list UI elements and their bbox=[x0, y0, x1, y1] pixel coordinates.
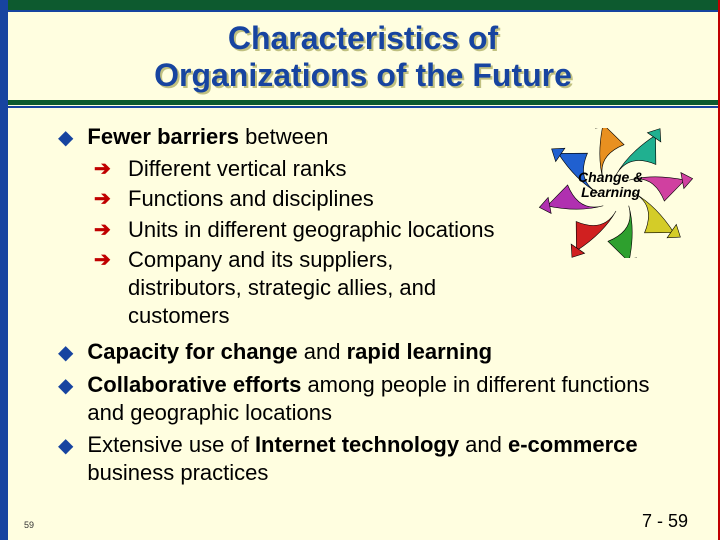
bullet-3-strong: Collaborative efforts bbox=[87, 372, 301, 397]
bullet-4-pre: Extensive use of bbox=[87, 432, 255, 457]
sub-bullet-1: ➔ Different vertical ranks bbox=[94, 155, 498, 183]
top-accent-bar bbox=[8, 0, 718, 12]
sub-bullet-2: ➔ Functions and disciplines bbox=[94, 185, 498, 213]
arrow-icon: ➔ bbox=[94, 218, 114, 244]
diamond-icon: ◆ bbox=[58, 374, 73, 400]
arrow-icon: ➔ bbox=[94, 157, 114, 183]
arrow-icon: ➔ bbox=[94, 248, 114, 274]
bullet-2-mid: and bbox=[298, 339, 347, 364]
bullet-3-text: Collaborative efforts among people in di… bbox=[87, 371, 684, 427]
arrow-icon: ➔ bbox=[94, 187, 114, 213]
graphic-label-1: Change & bbox=[578, 169, 643, 185]
bullet-4-rest: business practices bbox=[87, 460, 268, 485]
diamond-icon: ◆ bbox=[58, 126, 73, 152]
sub-bullet-4: ➔ Company and its suppliers, distributor… bbox=[94, 246, 498, 330]
bullet-4-mid: and bbox=[459, 432, 508, 457]
bullet-4-strong: Internet technology bbox=[255, 432, 459, 457]
graphic-label: Change & Learning bbox=[578, 170, 643, 199]
bullet-1-text: Fewer barriers between bbox=[87, 123, 328, 151]
bullet-4-text: Extensive use of Internet technology and… bbox=[87, 431, 684, 487]
diamond-icon: ◆ bbox=[58, 341, 73, 367]
bullet-1-strong: Fewer barriers bbox=[87, 124, 239, 149]
title-region: Characteristics of Organizations of the … bbox=[8, 12, 718, 105]
bullet-2-strong: Capacity for change bbox=[87, 339, 297, 364]
bullet-4: ◆ Extensive use of Internet technology a… bbox=[58, 431, 684, 487]
bullet-2-text: Capacity for change and rapid learning bbox=[87, 338, 492, 366]
bullet-4-strong2: e-commerce bbox=[508, 432, 638, 457]
title-line-2: Organizations of the Future bbox=[8, 57, 718, 94]
sub-bullet-1-text: Different vertical ranks bbox=[128, 155, 346, 183]
sub-bullet-3-text: Units in different geographic locations bbox=[128, 216, 494, 244]
bullet-3: ◆ Collaborative efforts among people in … bbox=[58, 371, 684, 427]
title-line-1: Characteristics of bbox=[8, 20, 718, 57]
footer-right: 7 - 59 bbox=[642, 511, 688, 532]
diamond-icon: ◆ bbox=[58, 434, 73, 460]
sub-bullet-3: ➔ Units in different geographic location… bbox=[94, 216, 498, 244]
bullet-2: ◆ Capacity for change and rapid learning bbox=[58, 338, 684, 367]
sub-bullet-4-text: Company and its suppliers, distributors,… bbox=[128, 246, 498, 330]
sub-bullet-2-text: Functions and disciplines bbox=[128, 185, 374, 213]
sub-bullet-list: ➔ Different vertical ranks ➔ Functions a… bbox=[58, 155, 498, 330]
swirl-graphic: Change & Learning bbox=[536, 128, 696, 258]
bullet-2-strong2: rapid learning bbox=[347, 339, 492, 364]
footer-left: 59 bbox=[24, 520, 34, 530]
bullet-1-rest: between bbox=[239, 124, 328, 149]
graphic-label-2: Learning bbox=[581, 184, 640, 200]
